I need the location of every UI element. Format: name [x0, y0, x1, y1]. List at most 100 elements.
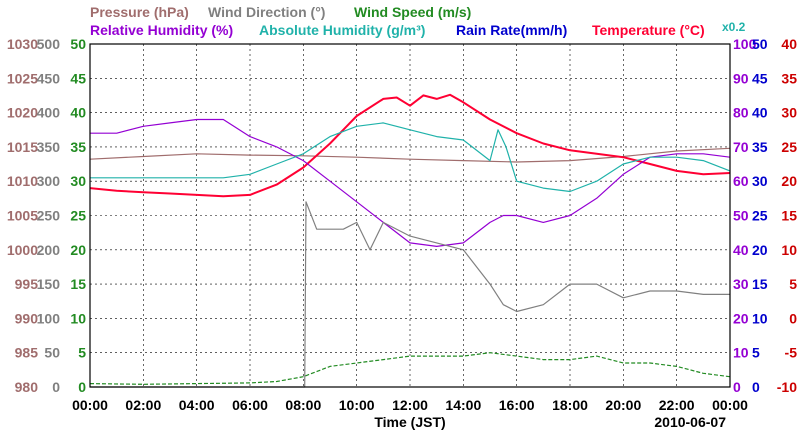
- wind-direction-tick-label: 350: [37, 139, 61, 155]
- temperature-tick-label: 15: [781, 208, 797, 224]
- wind-direction-tick-label: 250: [37, 208, 61, 224]
- temperature-tick-label: 35: [781, 70, 797, 86]
- rain-rate-tick-label: 0: [752, 379, 760, 395]
- temperature-tick-label: -10: [777, 379, 797, 395]
- legend-rain-rate: Rain Rate(mm/h): [456, 22, 567, 38]
- x-tick-label: 08:00: [285, 397, 321, 413]
- x-tick-label: 06:00: [232, 397, 268, 413]
- wind-direction-tick-label: 50: [44, 345, 60, 361]
- temperature-tick-label: 20: [781, 173, 797, 189]
- humidity-tick-label: 20: [733, 310, 749, 326]
- humidity-tick-label: 50: [733, 208, 749, 224]
- legend-wind-speed: Wind Speed (m/s): [354, 4, 471, 20]
- temperature-tick-label: 10: [781, 242, 797, 258]
- temperature-tick-label: 0: [789, 310, 797, 326]
- x-tick-label: 22:00: [659, 397, 695, 413]
- wind-direction-tick-label: 300: [37, 173, 61, 189]
- x-tick-label: 10:00: [339, 397, 375, 413]
- rain-rate-tick-label: 25: [752, 208, 768, 224]
- x-tick-label: 14:00: [445, 397, 481, 413]
- rain-rate-tick-label: 10: [752, 310, 768, 326]
- wind-speed-tick-label: 35: [70, 139, 86, 155]
- temperature-tick-label: 25: [781, 139, 797, 155]
- x-tick-label: 16:00: [499, 397, 535, 413]
- series-line-relative-humidity: [90, 118, 731, 247]
- pressure-tick-label: 1025: [7, 70, 38, 86]
- plot-frame: [89, 43, 731, 388]
- humidity-tick-label: 30: [733, 276, 749, 292]
- legend-temperature: Temperature (°C): [592, 22, 705, 38]
- pressure-tick-label: 1020: [7, 105, 38, 121]
- series-line-absolute-humidity: [90, 122, 731, 193]
- pressure-tick-label: 985: [15, 345, 39, 361]
- x-tick-label: 20:00: [605, 397, 641, 413]
- wind-speed-tick-label: 15: [70, 276, 86, 292]
- legend-scale-note: x0.2: [722, 20, 746, 34]
- x-tick-label: 18:00: [552, 397, 588, 413]
- humidity-tick-label: 40: [733, 242, 749, 258]
- wind-speed-tick-label: 30: [70, 173, 86, 189]
- legend-wind-direction: Wind Direction (°): [208, 4, 325, 20]
- axis-tick-labels: 1030102510201015101010051000995990985980…: [7, 36, 797, 413]
- x-tick-label: 02:00: [125, 397, 161, 413]
- humidity-tick-label: 10: [733, 345, 749, 361]
- humidity-tick-label: 90: [733, 70, 749, 86]
- wind-direction-tick-label: 500: [37, 36, 61, 52]
- pressure-tick-label: 1005: [7, 208, 38, 224]
- wind-direction-tick-label: 450: [37, 70, 61, 86]
- humidity-tick-label: 0: [733, 379, 741, 395]
- pressure-tick-label: 990: [15, 310, 39, 326]
- grid: [90, 44, 730, 387]
- wind-speed-tick-label: 10: [70, 310, 86, 326]
- wind-speed-tick-label: 50: [70, 36, 86, 52]
- series-line-wind-speed: [89, 352, 731, 385]
- rain-rate-tick-label: 50: [752, 36, 768, 52]
- date-label: 2010-06-07: [654, 414, 726, 430]
- rain-rate-tick-label: 35: [752, 139, 768, 155]
- rain-rate-tick-label: 45: [752, 70, 768, 86]
- wind-speed-tick-label: 0: [78, 379, 86, 395]
- x-tick-label: 00:00: [72, 397, 108, 413]
- legend: Pressure (hPa) Wind Direction (°) Wind S…: [90, 4, 746, 38]
- series-lines: [89, 93, 731, 388]
- wind-speed-tick-label: 25: [70, 208, 86, 224]
- rain-rate-tick-label: 20: [752, 242, 768, 258]
- x-tick-label: 12:00: [392, 397, 428, 413]
- wind-direction-tick-label: 400: [37, 105, 61, 121]
- rain-rate-tick-label: 5: [752, 345, 760, 361]
- x-axis-label: Time (JST): [374, 414, 445, 430]
- wind-speed-tick-label: 20: [70, 242, 86, 258]
- legend-relative-humidity: Relative Humidity (%): [90, 22, 233, 38]
- series-line-temperature: [89, 93, 731, 198]
- wind-speed-tick-label: 40: [70, 105, 86, 121]
- wind-direction-tick-label: 200: [37, 242, 61, 258]
- wind-direction-tick-label: 150: [37, 276, 61, 292]
- pressure-tick-label: 980: [15, 379, 39, 395]
- legend-absolute-humidity: Absolute Humidity (g/m³): [259, 22, 425, 38]
- x-tick-label: 00:00: [712, 397, 748, 413]
- humidity-tick-label: 100: [733, 36, 757, 52]
- wind-direction-tick-label: 100: [37, 310, 61, 326]
- wind-direction-tick-label: 0: [52, 379, 60, 395]
- pressure-tick-label: 1000: [7, 242, 38, 258]
- wind-speed-tick-label: 45: [70, 70, 86, 86]
- humidity-tick-label: 70: [733, 139, 749, 155]
- temperature-tick-label: -5: [785, 345, 798, 361]
- pressure-tick-label: 1030: [7, 36, 38, 52]
- rain-rate-tick-label: 40: [752, 105, 768, 121]
- legend-pressure: Pressure (hPa): [90, 4, 189, 20]
- pressure-tick-label: 995: [15, 276, 39, 292]
- series-line-wind-direction: [90, 201, 730, 388]
- x-tick-label: 04:00: [179, 397, 215, 413]
- pressure-tick-label: 1015: [7, 139, 38, 155]
- temperature-tick-label: 40: [781, 36, 797, 52]
- humidity-tick-label: 80: [733, 105, 749, 121]
- rain-rate-tick-label: 15: [752, 276, 768, 292]
- temperature-tick-label: 30: [781, 105, 797, 121]
- humidity-tick-label: 60: [733, 173, 749, 189]
- wind-speed-tick-label: 5: [78, 345, 86, 361]
- temperature-tick-label: 5: [789, 276, 797, 292]
- rain-rate-tick-label: 30: [752, 173, 768, 189]
- pressure-tick-label: 1010: [7, 173, 38, 189]
